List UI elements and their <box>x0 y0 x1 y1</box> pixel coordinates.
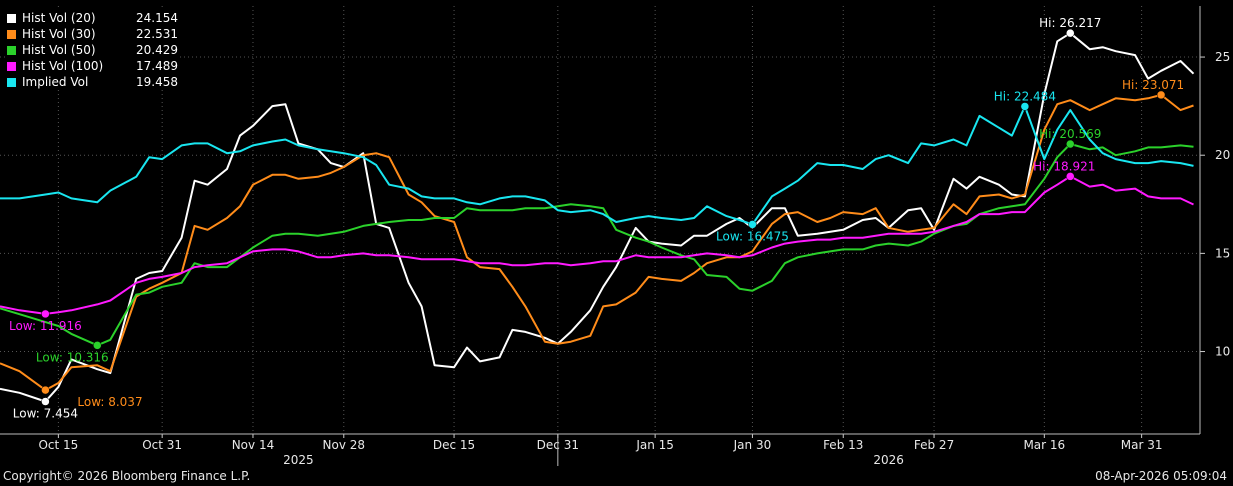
x-tick-label: Mar 16 <box>1023 438 1065 452</box>
legend-last-value: 22.531 <box>136 27 178 41</box>
legend-row: Implied Vol 19.458 <box>6 74 178 90</box>
x-tick-label: Feb 27 <box>914 438 954 452</box>
x-tick-label: Mar 31 <box>1121 438 1163 452</box>
series-line-4 <box>0 105 1194 226</box>
legend-row: Hist Vol (100) 17.489 <box>6 58 178 74</box>
gridlines <box>0 6 1200 434</box>
legend-series-name: Hist Vol (20) <box>22 11 96 25</box>
legend-swatch <box>6 12 17 24</box>
year-label: 2026 <box>873 453 904 467</box>
year-label: 2025 <box>283 453 314 467</box>
low-marker <box>748 220 757 229</box>
legend-last-value: 19.458 <box>136 75 178 89</box>
high-label: Hi: 22.484 <box>994 89 1056 103</box>
series-line-3 <box>0 175 1194 315</box>
legend: Hist Vol (20) 24.154 Hist Vol (30) 22.531 Hi… <box>6 10 178 90</box>
low-label: Low: 16.475 <box>716 229 789 243</box>
y-tick-label: 20 <box>1215 148 1230 162</box>
series-line-2 <box>0 143 1194 347</box>
high-marker <box>1066 139 1075 149</box>
legend-swatch <box>6 60 17 72</box>
x-tick-label: Oct 15 <box>38 438 78 452</box>
low-label: Low: 7.454 <box>13 407 78 421</box>
legend-swatch <box>6 76 17 88</box>
high-label: Hi: 23.071 <box>1122 78 1184 92</box>
high-marker <box>1066 172 1075 181</box>
x-tick-label: Feb 13 <box>823 438 863 452</box>
y-tick-label: 10 <box>1215 345 1230 359</box>
high-marker <box>1066 28 1075 38</box>
x-tick-label: Oct 31 <box>142 438 182 452</box>
legend-last-value: 20.429 <box>136 43 178 57</box>
low-marker <box>41 397 50 406</box>
legend-swatch <box>6 44 17 56</box>
legend-row: Hist Vol (30) 22.531 <box>6 26 178 42</box>
x-tick-label: Jan 15 <box>635 438 674 452</box>
legend-series-name: Implied Vol <box>22 75 89 89</box>
series-lines <box>0 32 1195 403</box>
high-label: Hi: 26.217 <box>1039 16 1101 30</box>
high-marker <box>1020 102 1030 111</box>
legend-last-value: 17.489 <box>136 59 178 73</box>
timestamp-text: 08-Apr-2026 05:09:04 <box>1095 469 1227 483</box>
low-label: Low: 8.037 <box>77 395 142 409</box>
x-tick-label: Jan 30 <box>733 438 772 452</box>
legend-series-name: Hist Vol (100) <box>22 59 104 73</box>
high-label: Hi: 20.569 <box>1039 127 1101 141</box>
legend-swatch <box>6 28 17 40</box>
low-marker <box>41 309 50 319</box>
low-label: Low: 10.316 <box>36 350 109 364</box>
low-marker <box>93 341 102 350</box>
x-tick-label: Nov 14 <box>232 438 275 452</box>
legend-series-name: Hist Vol (50) <box>22 43 96 57</box>
x-tick-label: Dec 15 <box>433 438 475 452</box>
legend-last-value: 24.154 <box>136 11 178 25</box>
legend-row: Hist Vol (20) 24.154 <box>6 10 178 26</box>
series-line-1 <box>0 93 1194 392</box>
legend-row: Hist Vol (50) 20.429 <box>6 42 178 58</box>
legend-series-name: Hist Vol (30) <box>22 27 96 41</box>
extreme-markers: Low: 7.454 Hi: 26.217 Low: 8.037 Hi: 23.071… <box>9 16 1184 420</box>
y-tick-label: 25 <box>1215 50 1230 64</box>
series-line-0 <box>0 32 1195 403</box>
low-marker <box>41 385 50 395</box>
high-marker <box>1156 90 1166 100</box>
y-tick-label: 15 <box>1215 246 1230 260</box>
copyright-text: Copyright© 2026 Bloomberg Finance L.P. <box>3 469 251 483</box>
high-label: Hi: 18.921 <box>1033 159 1095 173</box>
low-label: Low: 11.916 <box>9 319 82 333</box>
x-tick-label: Nov 28 <box>323 438 366 452</box>
